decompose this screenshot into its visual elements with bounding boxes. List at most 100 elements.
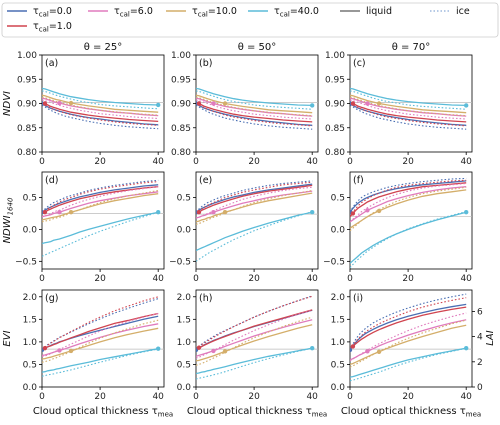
series-line xyxy=(350,97,467,117)
panel-c: (c) 0 20 40 0.80 0.85 0.90 0.95 1.00 xyxy=(325,51,473,167)
x-tick-label: 40 xyxy=(152,392,164,402)
series-line xyxy=(42,94,159,113)
y-tick-label: 0.5 xyxy=(331,360,345,370)
x-axis-label-main: Cloud optical thickness τ xyxy=(341,406,466,417)
series-line xyxy=(196,103,313,127)
series-line xyxy=(350,94,467,114)
calibration-marker xyxy=(365,208,370,213)
panel-d: (d) 0 20 40 −0.5 0.0 0.5 xyxy=(15,171,165,284)
calibration-marker xyxy=(211,210,216,215)
calibration-marker xyxy=(211,101,216,106)
series-line xyxy=(350,96,467,117)
right-y-axis-label: LAI xyxy=(485,330,496,345)
y-tick-label: 0.5 xyxy=(177,194,191,204)
x-tick-label: 40 xyxy=(460,274,472,284)
series-line xyxy=(42,189,159,223)
y-tick-label: 0.85 xyxy=(171,124,191,134)
legend-label: τcal=10.0 xyxy=(192,6,237,19)
calibration-marker xyxy=(68,100,74,106)
series-line xyxy=(196,186,313,219)
row-ylabel-subscript: 1640 xyxy=(7,197,15,215)
x-tick-label: 40 xyxy=(306,274,318,284)
series-line xyxy=(42,96,159,116)
x-tick-label: 0 xyxy=(347,274,353,284)
calibration-marker xyxy=(155,210,161,215)
y-tick-label: −0.5 xyxy=(323,257,345,267)
calibration-marker xyxy=(309,346,315,351)
legend-label: τcal=0.0 xyxy=(33,6,72,19)
x-tick-label: 20 xyxy=(94,157,106,167)
series-line xyxy=(350,347,467,382)
legend-label: ice xyxy=(456,6,470,17)
series-line xyxy=(350,87,467,107)
y-tick-label: 0.0 xyxy=(177,383,192,393)
series-line xyxy=(42,184,159,213)
series-line xyxy=(196,184,313,215)
calibration-marker xyxy=(309,103,315,108)
calibration-marker xyxy=(350,347,353,353)
calibration-marker xyxy=(463,346,469,351)
x-tick-label: 40 xyxy=(306,157,318,167)
plot-area xyxy=(41,171,165,270)
series-line xyxy=(350,306,467,350)
series-line xyxy=(196,96,313,117)
panel-label: (f) xyxy=(353,175,364,186)
series-line xyxy=(42,323,159,357)
legend-entry: liquid xyxy=(340,6,392,17)
calibration-marker xyxy=(42,210,48,215)
series-line xyxy=(42,193,159,221)
panel-label: (c) xyxy=(353,58,366,69)
y-tick-label: 0.95 xyxy=(17,75,37,85)
row-ylabel-main: EVI xyxy=(2,330,13,346)
series-line xyxy=(42,348,159,373)
legend-label: τcal=6.0 xyxy=(114,6,153,19)
x-tick-label: 20 xyxy=(402,392,414,402)
y-tick-label: 1.00 xyxy=(325,51,345,61)
series-line xyxy=(350,319,467,368)
x-axis-label-subscript: mea xyxy=(312,411,327,419)
series-line xyxy=(42,87,159,106)
plot-area xyxy=(195,171,319,270)
x-axis-label-main: Cloud optical thickness τ xyxy=(33,406,158,417)
y-tick-label: 0.0 xyxy=(23,225,38,235)
panel-label: (a) xyxy=(45,58,58,69)
x-tick-label: 0 xyxy=(193,274,199,284)
calibration-marker xyxy=(155,102,161,108)
panel-label: (d) xyxy=(45,175,58,186)
y-tick-label: 1.5 xyxy=(177,315,191,325)
x-axis-label-subscript: mea xyxy=(158,411,173,419)
x-axis-label: Cloud optical thickness τmea xyxy=(341,406,481,419)
series-line xyxy=(350,99,467,120)
y-tick-label: 0.5 xyxy=(177,360,191,370)
y-tick-label: −0.5 xyxy=(15,257,37,267)
series-line xyxy=(42,211,159,245)
panel-f: (f) 0 20 40 −0.5 0.0 0.5 xyxy=(323,171,473,284)
calibration-marker xyxy=(309,210,315,215)
legend-entry: τcal=0.0 xyxy=(7,6,72,19)
series-line xyxy=(350,180,467,213)
y-tick-label: 0.95 xyxy=(325,75,345,85)
calibration-marker xyxy=(57,100,62,106)
x-tick-label: 40 xyxy=(152,157,164,167)
series-line xyxy=(42,211,159,257)
series-line xyxy=(350,90,467,110)
calibration-marker xyxy=(57,348,62,353)
x-tick-label: 0 xyxy=(347,392,353,402)
calibration-marker xyxy=(196,210,202,215)
series-line xyxy=(196,211,313,252)
column-title: θ = 70° xyxy=(392,42,431,53)
series-line xyxy=(350,347,467,378)
series-line xyxy=(196,316,313,366)
calibration-marker xyxy=(365,101,370,106)
calibration-marker xyxy=(42,101,48,106)
series-line xyxy=(42,312,159,350)
legend-entry: ice xyxy=(430,6,470,17)
series-line xyxy=(350,303,467,351)
y-tick-label: 2.0 xyxy=(23,293,38,303)
y-tick-label: 1.00 xyxy=(17,51,37,61)
series-line xyxy=(350,293,467,351)
legend-label: τcal=40.0 xyxy=(274,6,319,19)
calibration-marker xyxy=(42,346,48,351)
series-line xyxy=(350,101,467,123)
calibration-marker xyxy=(57,210,62,215)
